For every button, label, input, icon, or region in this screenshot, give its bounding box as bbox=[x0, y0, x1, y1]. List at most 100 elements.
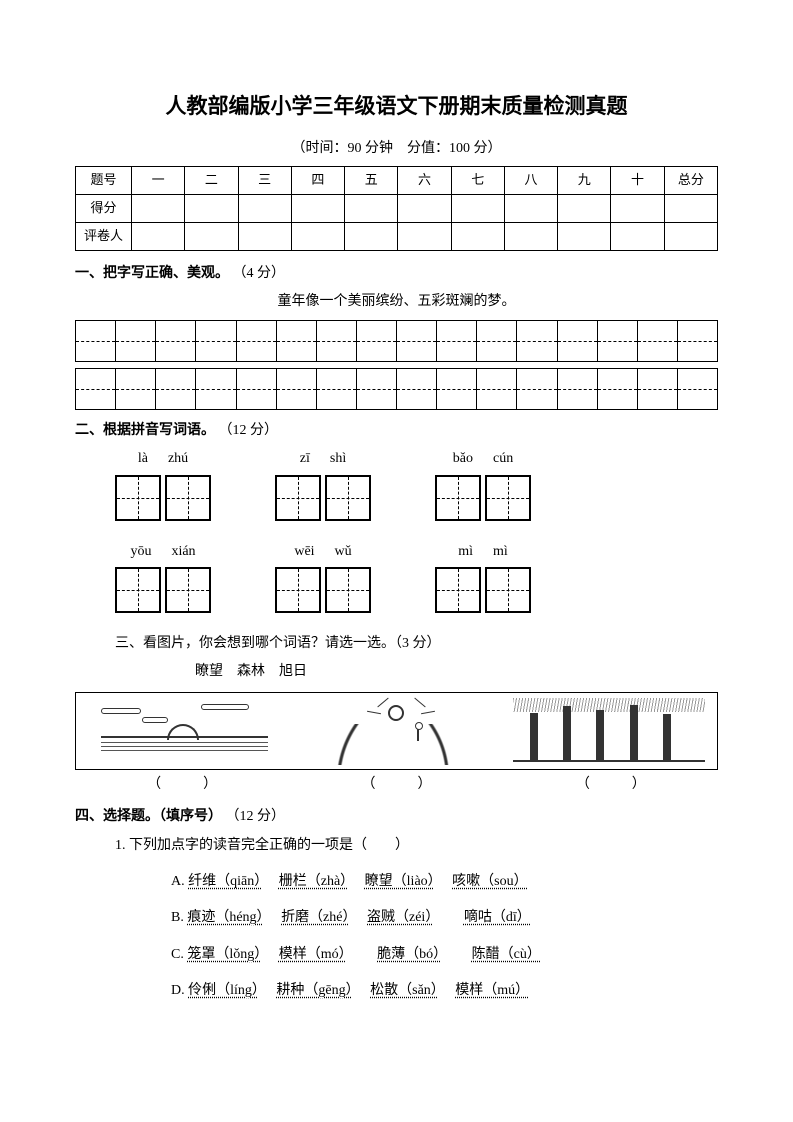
q4-stem: 1. 下列加点字的读音完全正确的一项是（ ） bbox=[115, 835, 718, 857]
cell[interactable] bbox=[558, 194, 611, 222]
cell[interactable] bbox=[398, 194, 451, 222]
opt-word: 嘀咕（dī） bbox=[464, 910, 531, 925]
writing-cell[interactable] bbox=[156, 321, 196, 361]
q1-points: （4 分） bbox=[233, 266, 286, 281]
writing-cell[interactable] bbox=[277, 321, 317, 361]
writing-cell[interactable] bbox=[517, 369, 557, 409]
pinyin-group: làzhú bbox=[115, 448, 211, 520]
tianzige-cell[interactable] bbox=[435, 567, 481, 613]
cell-label: 评卷人 bbox=[76, 222, 132, 250]
writing-cell[interactable] bbox=[477, 321, 517, 361]
cell[interactable] bbox=[664, 194, 717, 222]
writing-cell[interactable] bbox=[598, 321, 638, 361]
q1-writing-grid[interactable] bbox=[75, 320, 718, 410]
pinyin-group: zīshì bbox=[275, 448, 371, 520]
tianzige-cell[interactable] bbox=[275, 475, 321, 521]
writing-cell[interactable] bbox=[357, 321, 397, 361]
opt-word: 陈醋（cù） bbox=[472, 947, 541, 962]
opt-word: 盗贼（zéi） bbox=[367, 910, 432, 925]
tianzige-cell[interactable] bbox=[275, 567, 321, 613]
writing-cell[interactable] bbox=[638, 369, 678, 409]
pinyin-group: yōuxián bbox=[115, 541, 211, 613]
cell[interactable] bbox=[664, 222, 717, 250]
writing-cell[interactable] bbox=[196, 321, 236, 361]
picture-forest bbox=[505, 697, 713, 765]
tianzige-cell[interactable] bbox=[485, 567, 531, 613]
cell[interactable] bbox=[238, 222, 291, 250]
cell: 七 bbox=[451, 166, 504, 194]
writing-cell[interactable] bbox=[477, 369, 517, 409]
writing-cell[interactable] bbox=[196, 369, 236, 409]
q3-answer-slot[interactable]: （ ） bbox=[289, 774, 503, 796]
opt-word: 模样（mú） bbox=[455, 983, 529, 998]
q4-body: 1. 下列加点字的读音完全正确的一项是（ ） A. 纤维（qiān） 栅栏（zh… bbox=[115, 835, 718, 1003]
cell[interactable] bbox=[238, 194, 291, 222]
q3-answer-slot[interactable]: （ ） bbox=[75, 774, 289, 796]
cell[interactable] bbox=[611, 222, 664, 250]
tianzige-cell[interactable] bbox=[115, 567, 161, 613]
opt-word: 纤维（qiān） bbox=[188, 874, 261, 889]
cell[interactable] bbox=[504, 222, 557, 250]
tianzige-cell[interactable] bbox=[435, 475, 481, 521]
writing-cell[interactable] bbox=[116, 369, 156, 409]
tianzige-cell[interactable] bbox=[165, 475, 211, 521]
q4-heading: 四、选择题。（填序号） （12 分） bbox=[75, 806, 718, 828]
writing-cell[interactable] bbox=[156, 369, 196, 409]
writing-cell[interactable] bbox=[678, 369, 717, 409]
opt-tag: D. bbox=[171, 983, 185, 998]
writing-cell[interactable] bbox=[437, 369, 477, 409]
cell[interactable] bbox=[451, 194, 504, 222]
writing-cell[interactable] bbox=[317, 369, 357, 409]
writing-cell[interactable] bbox=[558, 321, 598, 361]
cell[interactable] bbox=[345, 222, 398, 250]
q3-pictures bbox=[75, 692, 718, 770]
tianzige-cell[interactable] bbox=[325, 475, 371, 521]
writing-cell[interactable] bbox=[317, 321, 357, 361]
cell[interactable] bbox=[291, 194, 344, 222]
writing-cell[interactable] bbox=[76, 321, 116, 361]
writing-cell[interactable] bbox=[678, 321, 717, 361]
writing-cell[interactable] bbox=[237, 321, 277, 361]
writing-cell[interactable] bbox=[76, 369, 116, 409]
writing-cell[interactable] bbox=[638, 321, 678, 361]
pinyin-label: mì bbox=[458, 541, 473, 563]
cell[interactable] bbox=[185, 222, 238, 250]
writing-cell[interactable] bbox=[397, 321, 437, 361]
opt-word: 折磨（zhé） bbox=[281, 910, 349, 925]
writing-cell[interactable] bbox=[277, 369, 317, 409]
q3-answer-slot[interactable]: （ ） bbox=[504, 774, 718, 796]
cell[interactable] bbox=[398, 222, 451, 250]
opt-word: 痕迹（héng） bbox=[187, 910, 263, 925]
writing-cell[interactable] bbox=[437, 321, 477, 361]
q4-option-a[interactable]: A. 纤维（qiān） 栅栏（zhà） 瞭望（liào） 咳嗽（sou） bbox=[171, 871, 718, 893]
tianzige-cell[interactable] bbox=[165, 567, 211, 613]
opt-word: 松散（sǎn） bbox=[370, 983, 438, 998]
cell[interactable] bbox=[611, 194, 664, 222]
q4-option-c[interactable]: C. 笼罩（lǒng） 模样（mó） 脆薄（bó） 陈醋（cù） bbox=[171, 944, 718, 966]
writing-cell[interactable] bbox=[116, 321, 156, 361]
pinyin-label: bǎo bbox=[453, 448, 473, 470]
writing-cell[interactable] bbox=[517, 321, 557, 361]
cell[interactable] bbox=[132, 222, 185, 250]
cell[interactable] bbox=[291, 222, 344, 250]
q4-option-b[interactable]: B. 痕迹（héng） 折磨（zhé） 盗贼（zéi） 嘀咕（dī） bbox=[171, 907, 718, 929]
cell[interactable] bbox=[504, 194, 557, 222]
cell[interactable] bbox=[185, 194, 238, 222]
pinyin-group: wēiwǔ bbox=[275, 541, 371, 613]
tianzige-cell[interactable] bbox=[485, 475, 531, 521]
q3-heading-text: 三、看图片，你会想到哪个词语？请选一选。（3 分） bbox=[115, 636, 441, 651]
writing-cell[interactable] bbox=[397, 369, 437, 409]
writing-cell[interactable] bbox=[558, 369, 598, 409]
writing-cell[interactable] bbox=[237, 369, 277, 409]
tianzige-cell[interactable] bbox=[325, 567, 371, 613]
cell[interactable] bbox=[132, 194, 185, 222]
q4-option-d[interactable]: D. 伶俐（líng） 耕种（gēng） 松散（sǎn） 模样（mú） bbox=[171, 980, 718, 1002]
writing-cell[interactable] bbox=[598, 369, 638, 409]
cell[interactable] bbox=[451, 222, 504, 250]
cell[interactable] bbox=[345, 194, 398, 222]
cell[interactable] bbox=[558, 222, 611, 250]
pinyin-label: shì bbox=[330, 448, 346, 470]
tianzige-cell[interactable] bbox=[115, 475, 161, 521]
pinyin-group: mìmì bbox=[435, 541, 531, 613]
writing-cell[interactable] bbox=[357, 369, 397, 409]
